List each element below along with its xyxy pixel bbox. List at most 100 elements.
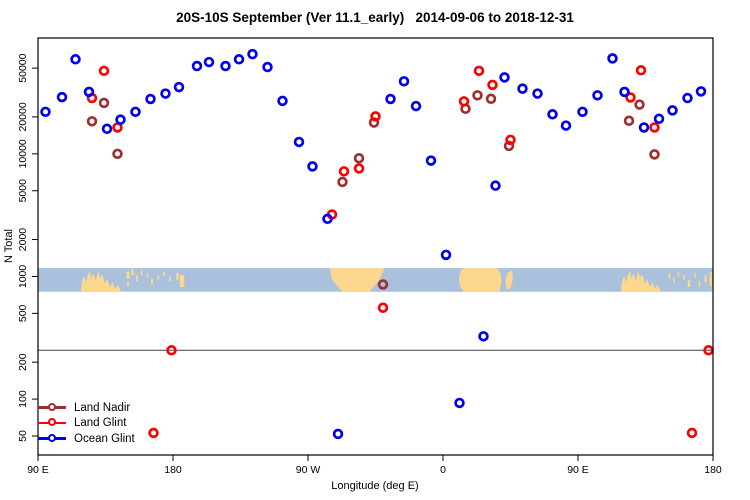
legend-entry-land-glint: Land Glint [38,416,126,431]
map-band-island [677,271,680,277]
map-band-island [163,271,165,277]
legend-label-land-nadir: Land Nadir [74,401,131,414]
data-point-land-nadir [472,90,483,101]
data-point-ocean-glint [398,76,410,87]
data-point-land-nadir [337,176,348,188]
y-tick-label: 10000 [17,139,29,168]
data-point-ocean-glint [577,106,588,118]
data-point-ocean-glint [592,90,603,101]
data-point-ocean-glint [653,113,665,125]
data-point-ocean-glint [220,60,231,72]
chart-title: 20S-10S September (Ver 11.1_early) 2014-… [176,10,574,25]
data-point-ocean-glint [322,213,333,225]
map-band-island [179,275,185,288]
data-point-land-nadir [485,93,497,105]
data-point-land-glint [338,166,350,177]
data-point-ocean-glint [277,95,288,107]
data-point-land-glint [649,122,660,133]
data-point-ocean-glint [115,114,126,125]
map-band-land-mass [329,268,385,292]
data-point-land-glint [703,345,714,356]
data-point-ocean-glint [233,54,245,65]
data-point-ocean-glint [547,109,558,120]
legend-label-land-glint: Land Glint [74,417,127,429]
map-band-island [169,276,171,282]
data-point-ocean-glint [499,72,510,83]
plot-border [37,37,714,456]
y-tick-label: 100 [17,390,29,408]
x-tick-label: 180 [704,464,722,476]
data-point-ocean-glint [293,136,305,148]
data-point-ocean-glint [332,428,344,440]
data-point-ocean-glint [517,83,528,94]
data-point-land-glint [377,302,389,313]
data-point-ocean-glint [490,180,501,191]
data-point-ocean-glint [682,92,693,104]
x-axis-label: Longitude (deg E) [331,480,419,492]
data-point-ocean-glint [145,93,156,105]
data-point-ocean-glint [173,81,185,93]
data-point-ocean-glint [203,56,215,68]
map-band-island [683,275,685,280]
data-point-land-glint [148,427,159,439]
ocean-glint-marker-icon [48,433,57,442]
data-point-land-nadir [377,279,389,290]
data-point-ocean-glint [619,86,630,98]
data-point-ocean-glint [695,86,707,97]
legend-line-land-glint [38,418,66,427]
data-point-land-nadir [112,148,123,160]
map-band-island [698,281,701,288]
data-point-ocean-glint [307,161,318,172]
map-band-island [694,272,696,278]
data-point-ocean-glint [83,86,95,98]
legend-label-ocean-glint: Ocean Glint [74,432,135,445]
map-band-island [126,271,130,279]
legend-line-ocean-glint [38,433,66,442]
data-point-ocean-glint [638,122,650,133]
map-band-island [673,277,675,283]
y-tick-label: 200 [17,353,29,371]
data-point-land-nadir [634,99,645,110]
data-point-land-glint [505,134,516,146]
data-point-land-glint [166,345,177,356]
map-band-island [704,275,707,283]
map-band-island [146,272,149,278]
legend-entry-land-nadir: Land Nadir [38,400,130,415]
data-point-land-nadir [649,149,660,160]
data-point-land-nadir [98,97,110,109]
data-point-ocean-glint [478,331,489,342]
y-tick-label: 50 [17,430,29,442]
data-point-land-glint [473,65,485,77]
map-band-island [131,269,134,276]
data-point-land-nadir [353,153,365,164]
data-point-land-glint [487,79,498,91]
map-band-island [127,282,129,288]
data-point-land-nadir [623,115,635,127]
map-band-island [150,278,154,285]
data-point-ocean-glint [101,123,113,135]
data-point-ocean-glint [667,105,678,116]
legend-line-land-nadir [38,402,66,411]
data-point-ocean-glint [247,48,258,60]
data-point-land-glint [353,163,365,174]
data-point-land-glint [98,65,110,77]
data-point-ocean-glint [385,93,396,105]
data-point-ocean-glint [262,61,273,73]
data-point-land-glint [370,111,381,122]
map-band-island [687,279,691,288]
data-point-ocean-glint [440,249,452,261]
data-point-land-glint [625,92,636,103]
x-tick-label: 0 [440,464,446,476]
data-point-ocean-glint [160,88,171,99]
map-band-land-mass [505,270,513,290]
x-tick-label: 90 E [567,464,589,476]
map-band-island [157,275,159,280]
data-point-ocean-glint [532,88,543,99]
map-band-island [668,272,671,279]
x-tick-label: 90 W [296,464,321,476]
y-tick-label: 5000 [17,179,29,203]
data-point-land-glint [635,65,647,76]
data-point-ocean-glint [425,155,437,166]
map-band-land-australia [620,270,663,292]
